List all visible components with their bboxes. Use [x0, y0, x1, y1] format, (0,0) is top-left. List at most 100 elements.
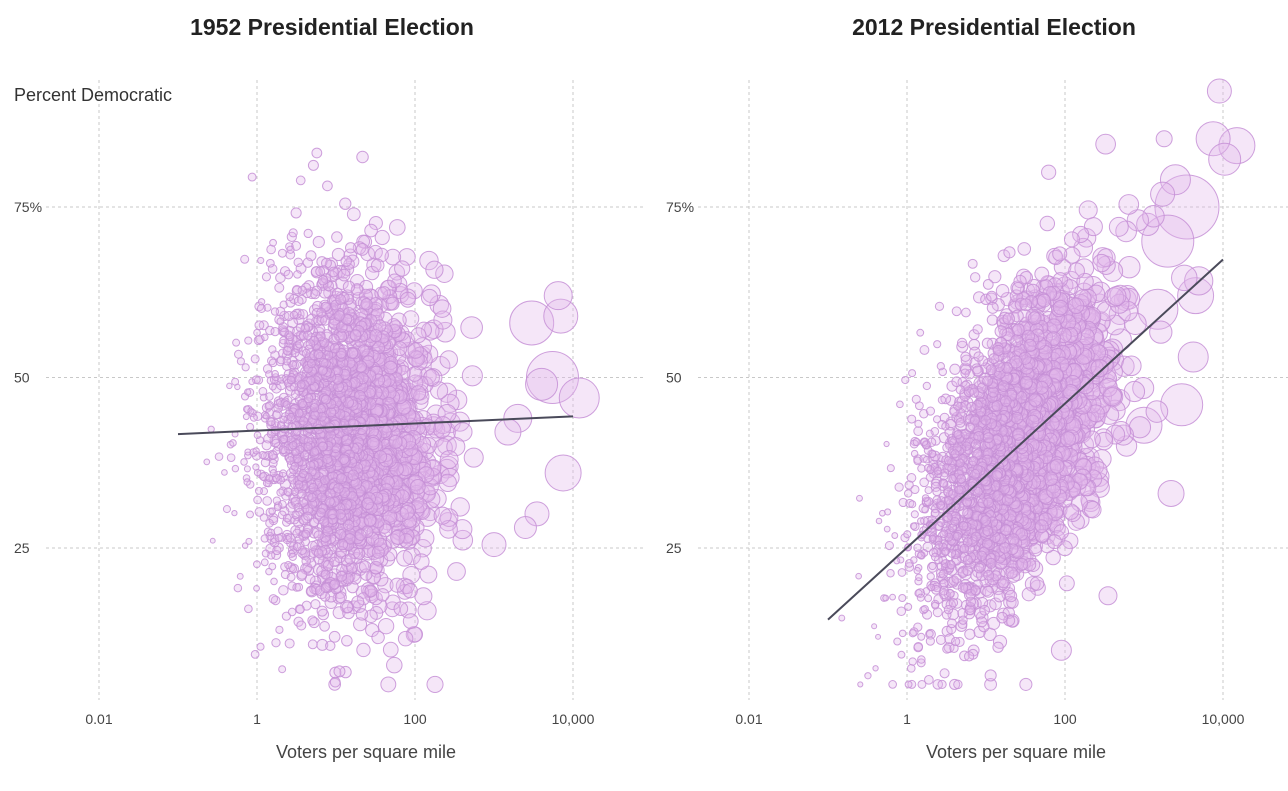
- data-point: [356, 150, 369, 164]
- data-point: [294, 408, 304, 418]
- data-point: [320, 569, 331, 580]
- data-point: [1049, 458, 1065, 474]
- data-point: [984, 669, 997, 682]
- data-point: [1007, 533, 1020, 546]
- data-point: [335, 528, 347, 541]
- data-point: [279, 300, 288, 309]
- data-point: [400, 434, 417, 450]
- data-point: [271, 370, 279, 378]
- x-tick-label: 10,000: [1202, 711, 1245, 727]
- data-point: [301, 529, 311, 539]
- data-point: [319, 516, 330, 527]
- data-point: [1177, 341, 1209, 373]
- data-point: [274, 533, 283, 543]
- data-point: [447, 562, 466, 581]
- data-point: [375, 588, 390, 602]
- data-point: [1052, 246, 1068, 262]
- data-point: [244, 448, 252, 456]
- data-point: [392, 341, 408, 357]
- data-point: [301, 348, 311, 358]
- data-point: [413, 553, 430, 570]
- data-point: [226, 382, 233, 390]
- data-point: [283, 269, 294, 280]
- data-point: [985, 557, 997, 569]
- data-point: [1036, 293, 1052, 308]
- data-point: [390, 529, 405, 545]
- data-point: [378, 448, 393, 463]
- data-point: [1012, 323, 1025, 337]
- data-point: [244, 336, 253, 345]
- data-point: [1034, 519, 1049, 534]
- data-point: [935, 634, 946, 645]
- data-point: [1060, 431, 1077, 448]
- data-point: [1028, 543, 1043, 557]
- data-point: [317, 365, 328, 376]
- data-point: [265, 474, 274, 483]
- data-point: [329, 676, 341, 688]
- data-point: [1160, 383, 1204, 427]
- y-tick-label: 75%: [666, 199, 694, 215]
- data-point: [297, 285, 307, 295]
- data-point: [370, 258, 385, 273]
- data-point: [1098, 586, 1118, 606]
- data-point: [997, 380, 1010, 392]
- data-point: [1157, 479, 1185, 507]
- data-point: [313, 530, 324, 541]
- data-point: [262, 496, 273, 506]
- data-point: [439, 350, 459, 369]
- x-axis-label: Voters per square mile: [926, 742, 1106, 762]
- data-point: [433, 420, 451, 439]
- data-point: [1078, 200, 1098, 220]
- data-point: [209, 537, 216, 544]
- data-point: [329, 579, 340, 590]
- data-point: [969, 387, 980, 398]
- data-point: [270, 577, 278, 586]
- data-point: [986, 314, 999, 326]
- data-point: [263, 303, 272, 312]
- data-point: [558, 377, 600, 419]
- data-point: [981, 537, 993, 549]
- data-point: [402, 613, 419, 630]
- data-point: [341, 635, 353, 647]
- data-point: [294, 479, 304, 489]
- data-point: [452, 529, 474, 551]
- data-point: [259, 393, 268, 402]
- data-point: [425, 260, 444, 279]
- data-point: [277, 248, 287, 258]
- data-point: [346, 207, 361, 222]
- data-point: [970, 585, 981, 596]
- data-point: [968, 455, 979, 466]
- x-tick-label: 0.01: [735, 711, 762, 727]
- data-point: [257, 298, 266, 306]
- data-point: [312, 235, 325, 249]
- data-point: [374, 229, 390, 246]
- data-point: [404, 529, 421, 545]
- data-point: [203, 458, 211, 466]
- data-point: [254, 320, 265, 331]
- data-point: [295, 604, 305, 614]
- data-point: [242, 413, 250, 421]
- data-point: [979, 604, 991, 616]
- data-point: [303, 511, 313, 521]
- data-point: [524, 501, 550, 527]
- data-point: [294, 582, 304, 592]
- data-point: [265, 567, 273, 576]
- data-point: [439, 520, 458, 539]
- data-point: [268, 594, 279, 604]
- data-point: [364, 265, 380, 281]
- data-point: [1047, 534, 1062, 550]
- data-point: [236, 572, 244, 580]
- data-point: [268, 345, 277, 354]
- x-tick-label: 1: [903, 711, 911, 727]
- data-point: [293, 296, 304, 307]
- data-point: [231, 509, 238, 517]
- data-point: [525, 367, 559, 401]
- data-point: [374, 247, 389, 263]
- data-point: [402, 583, 418, 599]
- data-point: [364, 223, 378, 238]
- data-point: [988, 353, 1000, 365]
- data-point: [293, 257, 303, 268]
- data-point: [286, 412, 296, 422]
- data-point: [970, 272, 981, 283]
- data-point: [271, 638, 281, 648]
